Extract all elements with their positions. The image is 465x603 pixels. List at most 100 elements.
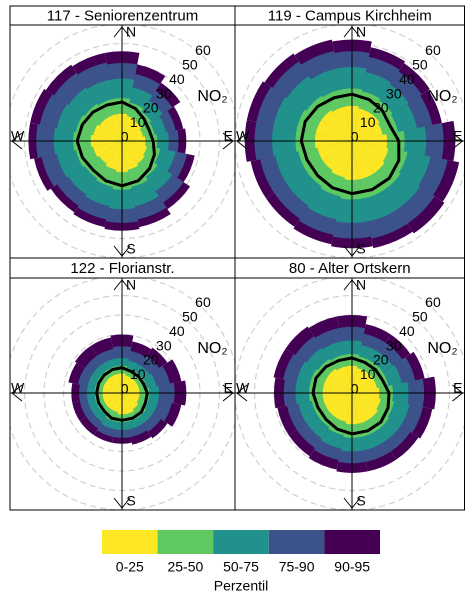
compass-label: E bbox=[453, 380, 462, 396]
percentile-wedge bbox=[352, 393, 370, 424]
compass-label: W bbox=[11, 380, 25, 396]
compass-label: S bbox=[126, 493, 135, 509]
percentile-wedge bbox=[352, 368, 367, 393]
percentile-wedge bbox=[352, 123, 383, 141]
percentile-wedge bbox=[111, 373, 122, 393]
legend-label: 25-50 bbox=[167, 559, 203, 575]
r-tick-label: 20 bbox=[143, 352, 159, 368]
percentile-wedge bbox=[352, 393, 378, 419]
compass-label: W bbox=[236, 128, 250, 144]
percentile-wedge bbox=[122, 116, 137, 141]
panel-title: 80 - Alter Ortskern bbox=[289, 260, 411, 277]
percentile-wedge bbox=[122, 141, 147, 156]
r-tick-label: 50 bbox=[412, 56, 428, 72]
r-tick-label: 0 bbox=[351, 129, 359, 145]
r-tick-label: 50 bbox=[182, 56, 198, 72]
axis-arrow bbox=[11, 279, 234, 509]
r-tick-label: 0 bbox=[121, 381, 129, 397]
percentile-wedge bbox=[352, 108, 371, 141]
legend-swatch bbox=[102, 530, 158, 554]
compass-label: N bbox=[356, 277, 366, 293]
r-tick-label: 30 bbox=[156, 85, 172, 101]
axis-arrow bbox=[236, 279, 464, 509]
legend-swatch bbox=[268, 530, 325, 554]
panel-title: 119 - Campus Kirchheim bbox=[268, 7, 432, 24]
r-tick-label: 0 bbox=[121, 129, 129, 145]
percentile-wedge bbox=[122, 141, 145, 164]
percentile-wedge bbox=[323, 393, 352, 410]
compass-label: E bbox=[453, 128, 462, 144]
r-axis-label: NO₂ bbox=[197, 340, 227, 357]
r-tick-label: 20 bbox=[373, 100, 389, 116]
percentile-wedge bbox=[352, 371, 374, 393]
r-tick-label: 60 bbox=[425, 42, 441, 58]
r-tick-label: 30 bbox=[156, 337, 172, 353]
compass-label: S bbox=[126, 241, 135, 257]
legend-title: Perzentil bbox=[214, 578, 268, 594]
legend-label: 75-90 bbox=[279, 559, 315, 575]
percentile-wedge bbox=[336, 366, 352, 393]
axis-arrow bbox=[11, 26, 234, 257]
percentile-wedge bbox=[93, 141, 122, 158]
percentile-wedge bbox=[352, 141, 389, 162]
compass-label: S bbox=[356, 241, 365, 257]
r-tick-label: 40 bbox=[399, 323, 415, 339]
r-tick-label: 10 bbox=[360, 114, 376, 130]
r-tick-label: 0 bbox=[351, 381, 359, 397]
r-tick-label: 50 bbox=[182, 308, 198, 324]
r-tick-label: 60 bbox=[195, 294, 211, 310]
legend-label: 0-25 bbox=[116, 559, 144, 575]
percentile-wedge bbox=[105, 376, 122, 393]
percentile-wedge bbox=[327, 393, 352, 418]
r-axis-label: NO₂ bbox=[427, 340, 457, 357]
r-tick-label: 10 bbox=[360, 366, 376, 382]
percentile-wedge bbox=[122, 141, 139, 170]
percentile-wedge bbox=[352, 378, 377, 393]
legend-swatch bbox=[213, 530, 269, 554]
axis-arrow bbox=[236, 26, 464, 257]
legend-swatch bbox=[324, 530, 380, 554]
percentile-wedge bbox=[315, 120, 352, 141]
legend-label: 50-75 bbox=[223, 559, 259, 575]
r-tick-label: 10 bbox=[130, 366, 146, 382]
r-tick-label: 50 bbox=[412, 308, 428, 324]
percentile-wedge bbox=[122, 375, 132, 393]
percentile-wedge bbox=[93, 124, 122, 141]
panel-title: 117 - Seniorenzentrum bbox=[47, 7, 198, 24]
r-axis-label: NO₂ bbox=[197, 88, 227, 105]
percentile-wedge bbox=[105, 393, 122, 410]
r-tick-label: 40 bbox=[169, 71, 185, 87]
percentile-wedge bbox=[332, 106, 352, 141]
percentile-wedge bbox=[122, 393, 134, 415]
compass-label: W bbox=[236, 380, 250, 396]
percentile-wedge bbox=[122, 378, 137, 393]
r-tick-label: 20 bbox=[373, 352, 389, 368]
r-tick-label: 20 bbox=[143, 100, 159, 116]
r-tick-label: 60 bbox=[195, 42, 211, 58]
percentile-wedge bbox=[327, 368, 352, 393]
percentile-wedge bbox=[122, 383, 140, 393]
percentile-wedge bbox=[111, 393, 122, 413]
percentile-wedge bbox=[331, 141, 352, 178]
r-tick-label: 40 bbox=[169, 323, 185, 339]
percentile-wedge bbox=[122, 393, 140, 403]
percentile-wedge bbox=[352, 141, 374, 180]
percentile-wedge bbox=[317, 141, 352, 161]
percentile-wedge bbox=[323, 376, 352, 393]
r-tick-label: 30 bbox=[386, 85, 402, 101]
percentile-wedge bbox=[352, 113, 380, 141]
percentile-wedge bbox=[122, 121, 142, 141]
compass-label: E bbox=[224, 380, 233, 396]
percentile-wedge bbox=[352, 393, 381, 410]
percentile-wedge bbox=[99, 141, 122, 164]
r-tick-label: 10 bbox=[130, 114, 146, 130]
percentile-wedge bbox=[322, 141, 352, 171]
compass-label: S bbox=[356, 493, 365, 509]
r-tick-label: 30 bbox=[386, 337, 402, 353]
r-axis-label: NO₂ bbox=[427, 88, 457, 105]
compass-label: E bbox=[224, 128, 233, 144]
percentile-wedge bbox=[122, 129, 144, 141]
compass-label: N bbox=[356, 24, 366, 40]
